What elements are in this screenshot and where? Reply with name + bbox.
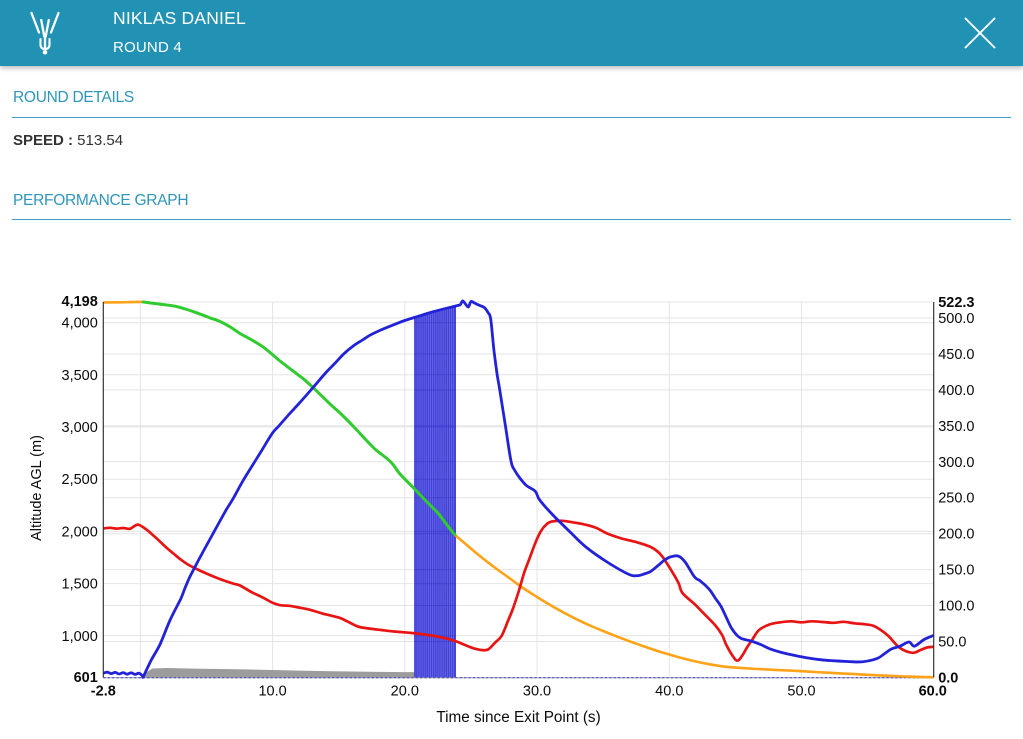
svg-text:30.0: 30.0 [523, 684, 551, 700]
svg-text:1,500: 1,500 [62, 577, 98, 593]
svg-text:0.0: 0.0 [938, 671, 958, 687]
svg-text:250.0: 250.0 [938, 491, 974, 507]
svg-text:60.0: 60.0 [919, 684, 947, 700]
svg-text:Altitude AGL (m): Altitude AGL (m) [29, 435, 45, 541]
svg-text:-2.8: -2.8 [91, 684, 116, 700]
svg-text:450.0: 450.0 [938, 347, 974, 363]
svg-text:500.0: 500.0 [938, 311, 974, 327]
svg-text:4,000: 4,000 [62, 316, 98, 332]
svg-text:50.0: 50.0 [787, 684, 815, 700]
svg-text:150.0: 150.0 [938, 563, 974, 579]
svg-text:100.0: 100.0 [938, 599, 974, 615]
svg-text:200.0: 200.0 [938, 527, 974, 543]
svg-text:3,500: 3,500 [62, 368, 98, 384]
svg-text:20.0: 20.0 [391, 684, 419, 700]
svg-text:601: 601 [74, 670, 98, 686]
svg-text:1,000: 1,000 [62, 629, 98, 645]
svg-text:40.0: 40.0 [655, 684, 683, 700]
svg-text:300.0: 300.0 [938, 455, 974, 471]
svg-text:2,500: 2,500 [62, 472, 98, 488]
svg-text:10.0: 10.0 [258, 684, 286, 700]
svg-text:400.0: 400.0 [938, 383, 974, 399]
svg-text:2,000: 2,000 [62, 524, 98, 540]
svg-text:350.0: 350.0 [938, 419, 974, 435]
svg-text:3,000: 3,000 [62, 420, 98, 436]
svg-text:522.3: 522.3 [938, 295, 974, 311]
svg-text:50.0: 50.0 [938, 635, 966, 651]
svg-text:Time since Exit Point (s): Time since Exit Point (s) [436, 709, 600, 726]
svg-text:4,198: 4,198 [62, 294, 98, 310]
